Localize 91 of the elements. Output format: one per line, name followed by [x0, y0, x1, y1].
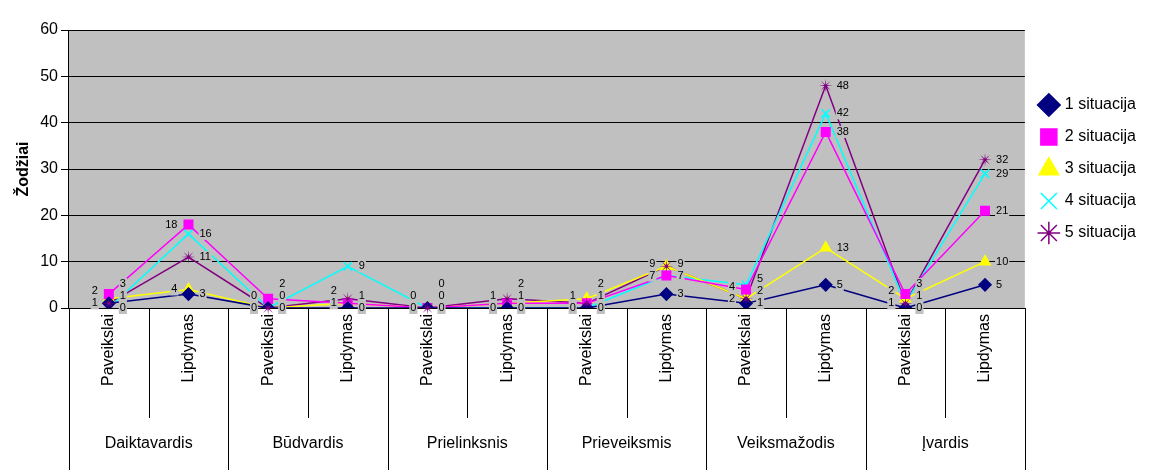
text: Prieveiksmis	[581, 434, 672, 452]
y-tick-label: 30	[40, 159, 59, 177]
legend-label: 3 situacija	[1064, 159, 1137, 177]
data-label: 1	[916, 289, 923, 302]
y-tick-label: 20	[40, 205, 59, 223]
data-label: 1	[569, 289, 576, 302]
data-label: 3	[119, 277, 126, 290]
data-label: 2	[728, 291, 736, 304]
data-label: 18	[165, 217, 178, 230]
x-tick-label: Paveikslai	[258, 314, 276, 387]
data-label: 1	[358, 289, 365, 302]
x-tick-label: Lipdymas	[816, 314, 834, 383]
data-label: 3	[916, 277, 923, 290]
data-label: 0	[279, 289, 286, 302]
y-tick-label: 50	[40, 66, 59, 84]
data-label: 7	[677, 268, 684, 281]
data-label: 2	[518, 277, 525, 290]
text: Daiktavardis	[104, 434, 193, 452]
data-label: 9	[649, 256, 656, 269]
data-label: 2	[279, 277, 286, 290]
data-label: 0	[569, 301, 576, 314]
data-label: 2	[330, 284, 337, 297]
text: Įvardis	[921, 434, 969, 452]
data-label: 0	[438, 301, 445, 314]
data-label: 1	[888, 296, 895, 309]
data-label: 0	[119, 301, 126, 314]
x-tick-label: Lipdymas	[497, 314, 515, 383]
x-tick-label: Paveikslai	[417, 314, 435, 387]
x-tick-label: Paveikslai	[99, 314, 117, 387]
x-tick-label: Lipdymas	[656, 314, 674, 383]
legend-label: 2 situacija	[1064, 127, 1137, 145]
text: Prielinksnis	[426, 434, 508, 452]
data-label: 32	[996, 152, 1009, 165]
x-tick-label: Lipdymas	[975, 314, 993, 383]
data-label: 0	[597, 301, 604, 314]
data-label: 4	[728, 279, 736, 292]
data-label: 2	[91, 284, 98, 297]
data-label: 0	[358, 301, 365, 314]
data-label: 16	[199, 226, 212, 239]
data-label: 0	[518, 301, 525, 314]
data-label: 1	[757, 296, 764, 309]
x-tick-label: Lipdymas	[338, 314, 356, 383]
data-label: 0	[438, 277, 445, 290]
data-label: 1	[91, 296, 98, 309]
x-tick-label: Paveikslai	[895, 314, 913, 387]
data-label: 3	[199, 287, 206, 300]
data-label: 0	[251, 289, 258, 302]
legend-label: 4 situacija	[1064, 191, 1137, 209]
data-label: 0	[410, 301, 417, 314]
data-label: 2	[888, 284, 895, 297]
x-tick-label: Lipdymas	[178, 314, 196, 383]
data-label: 9	[358, 259, 365, 272]
x-tick-label: Paveikslai	[577, 314, 595, 387]
data-label: 1	[119, 289, 126, 302]
legend-label: 5 situacija	[1064, 223, 1137, 241]
data-label: 3	[677, 287, 684, 300]
data-label: 2	[597, 277, 604, 290]
data-label: 38	[836, 124, 849, 137]
data-label: 0	[438, 289, 445, 302]
data-label: 1	[330, 296, 337, 309]
y-tick-label: 60	[40, 20, 59, 38]
x-tick-label: Paveikslai	[736, 314, 754, 387]
data-label: 0	[489, 301, 497, 314]
data-label: 0	[279, 301, 286, 314]
data-label: 21	[996, 203, 1009, 216]
data-label: 42	[836, 106, 849, 119]
legend-label: 1 situacija	[1064, 95, 1137, 113]
text: Būdvardis	[272, 434, 344, 452]
data-label: 1	[489, 289, 497, 302]
data-label: 2	[757, 284, 764, 297]
data-label: 5	[996, 277, 1003, 290]
y-tick-label: 40	[40, 113, 59, 131]
data-label: 13	[836, 240, 849, 253]
data-label: 0	[251, 301, 258, 314]
text: Veiksmažodis	[736, 434, 835, 452]
data-label: 1	[597, 289, 604, 302]
data-label: 7	[649, 268, 656, 281]
data-label: 48	[836, 78, 849, 91]
data-label: 9	[677, 256, 684, 269]
data-label: 4	[171, 282, 178, 295]
y-axis-title: Žodžiai	[13, 141, 32, 197]
data-label: 10	[996, 254, 1009, 267]
data-label: 0	[410, 289, 417, 302]
data-label: 0	[916, 301, 923, 314]
data-label: 11	[199, 250, 211, 263]
y-tick-label: 10	[40, 252, 59, 270]
data-label: 1	[518, 289, 525, 302]
data-label: 5	[757, 272, 764, 285]
data-label: 29	[996, 166, 1009, 179]
y-tick-label: 0	[49, 298, 59, 316]
data-label: 5	[836, 277, 843, 290]
